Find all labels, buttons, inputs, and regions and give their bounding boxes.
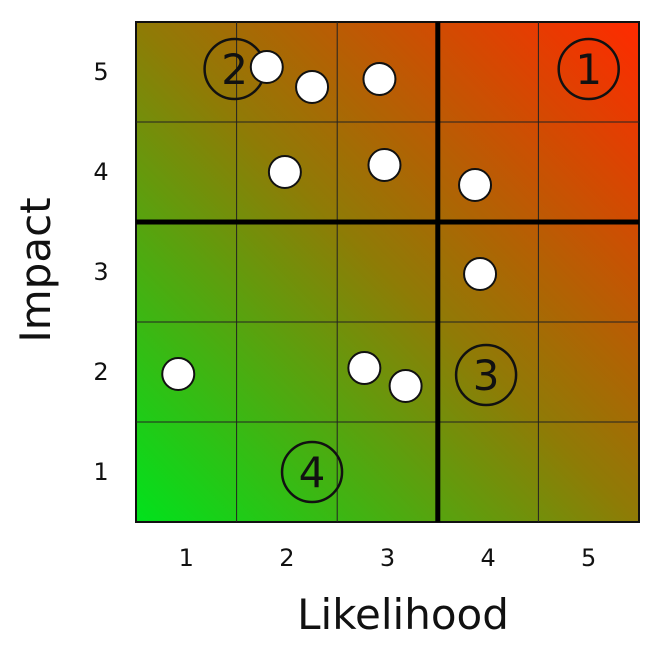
risk-point: [267, 155, 302, 189]
risk-point: [161, 357, 196, 391]
quadrant-label-layer: 1 2 3 4: [203, 37, 620, 504]
risk-point: [249, 50, 284, 84]
x-axis-label: Likelihood: [297, 590, 509, 639]
quadrant-label-marker: 1: [557, 37, 620, 101]
y-tick-label: 4: [93, 158, 108, 186]
risk-point: [362, 62, 397, 96]
x-tick-label: 5: [581, 544, 596, 572]
risk-point: [347, 351, 382, 385]
quadrant-label-text: 4: [299, 448, 326, 497]
y-tick-label: 1: [93, 458, 108, 486]
x-tick-label: 1: [179, 544, 194, 572]
tick-layer: 1 2 3 4 5 1 2 3 4 5: [93, 58, 596, 572]
risk-point: [367, 148, 402, 182]
y-tick-label: 3: [93, 258, 108, 286]
quadrant-divider-layer: [136, 22, 639, 522]
quadrant-label-marker: 3: [454, 343, 518, 407]
quadrant-label-marker: 4: [280, 440, 344, 504]
risk-point: [463, 257, 498, 291]
x-tick-label: 3: [380, 544, 395, 572]
y-tick-label: 5: [93, 58, 108, 86]
quadrant-label-text: 2: [221, 45, 248, 94]
risk-point: [295, 70, 330, 104]
x-tick-label: 4: [480, 544, 495, 572]
y-tick-label: 2: [93, 358, 108, 386]
x-tick-label: 2: [279, 544, 294, 572]
point-layer: [161, 50, 498, 403]
risk-point: [388, 369, 423, 403]
quadrant-label-text: 3: [473, 351, 500, 400]
quadrant-label-circle: [454, 343, 518, 407]
risk-point: [458, 168, 493, 202]
y-axis-label: Impact: [11, 197, 60, 342]
quadrant-label-text: 1: [575, 45, 602, 94]
quadrant-label-circle: [280, 440, 344, 504]
plot-background: [135, 21, 640, 523]
quadrant-label-circle: [557, 37, 620, 101]
